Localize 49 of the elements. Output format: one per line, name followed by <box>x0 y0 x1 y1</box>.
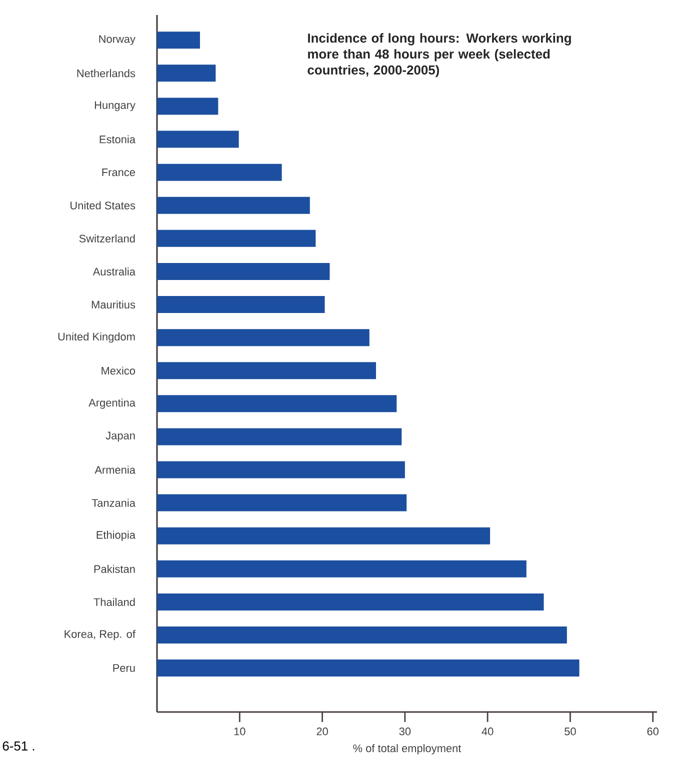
x-tick-label: 20 <box>316 728 328 736</box>
bar <box>157 362 376 380</box>
x-tick-label: 50 <box>564 728 576 736</box>
bar <box>157 461 405 478</box>
bar <box>157 395 397 412</box>
y-tick-label: France <box>102 168 135 176</box>
y-tick-label: Ethiopia <box>96 530 136 541</box>
bar <box>157 64 216 82</box>
bar <box>157 196 310 214</box>
x-tick-label: 40 <box>482 728 494 736</box>
y-tick-label: Tanzania <box>92 498 136 507</box>
y-tick-label: Korea, Rep. of <box>64 630 136 640</box>
text: 6-51 . <box>2 741 34 751</box>
y-tick-label: Norway <box>99 35 136 46</box>
bar <box>157 527 490 544</box>
y-tick-label: Pakistan <box>94 564 135 573</box>
x-axis-title: % of total employment <box>353 744 462 754</box>
y-tick-label: Argentina <box>88 398 136 409</box>
text: Incidence of long hours: Workers working more than 48 hours per week (selected countries, 2000-2005) <box>308 33 571 78</box>
y-tick-label: Mauritius <box>92 300 136 309</box>
bar <box>157 32 200 49</box>
bar <box>157 593 544 610</box>
y-tick-label: Australia <box>92 267 136 276</box>
x-tick-label: 60 <box>647 728 659 736</box>
bar <box>157 660 580 677</box>
bar <box>157 494 407 512</box>
bar <box>157 329 370 346</box>
y-tick-label: Japan <box>106 432 135 442</box>
y-tick-label: Thailand <box>94 598 135 606</box>
bar <box>157 230 316 247</box>
bar <box>157 428 402 446</box>
bar <box>157 164 282 181</box>
x-tick-label: 10 <box>234 728 246 736</box>
bar <box>157 262 330 280</box>
y-tick-label: Estonia <box>100 135 136 144</box>
y-tick-label: United States <box>70 201 136 210</box>
y-tick-label: Hungary <box>94 101 136 112</box>
y-tick-label: Switzerland <box>79 234 135 242</box>
y-tick-label: Peru <box>113 664 135 672</box>
y-tick-label: Mexico <box>102 366 136 375</box>
x-tick-label: 30 <box>399 728 411 736</box>
bar <box>157 560 526 578</box>
bar <box>157 98 218 115</box>
y-tick-label: United Kingdom <box>58 332 135 343</box>
y-tick-label: Netherlands <box>77 69 136 78</box>
bar <box>157 296 325 314</box>
y-tick-label: Armenia <box>94 466 136 474</box>
bar <box>157 130 239 148</box>
bar <box>157 626 567 644</box>
